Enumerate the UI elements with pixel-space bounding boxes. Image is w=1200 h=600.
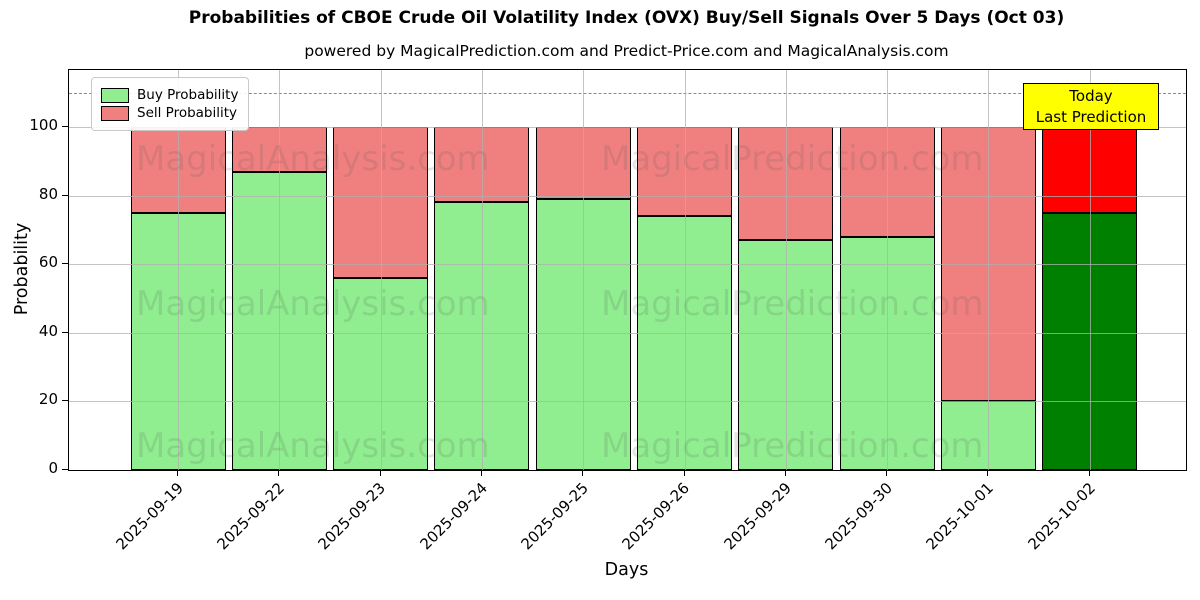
x-gridline [380, 70, 382, 470]
y-tick-mark [62, 469, 68, 470]
x-tick-label: 2025-09-25 [517, 479, 592, 554]
x-tick-label: 2025-09-19 [112, 479, 187, 554]
x-tick-mark [987, 470, 989, 476]
legend-buy-label: Buy Probability [137, 87, 239, 103]
x-tick-mark [480, 470, 482, 476]
x-gridline [481, 70, 483, 470]
y-gridline [69, 195, 1186, 197]
x-tick-mark [379, 470, 381, 476]
y-gridline [69, 126, 1186, 128]
dashed-threshold-line [69, 92, 1186, 94]
y-tick-label: 100 [29, 115, 58, 134]
y-tick-mark [62, 194, 68, 196]
x-gridline [684, 70, 686, 470]
y-gridline [69, 332, 1186, 334]
y-tick-label: 20 [38, 390, 58, 409]
today-annotation-line1: Today [1069, 86, 1113, 105]
watermark-text: MagicalPrediction.com [601, 139, 984, 179]
y-tick-mark [62, 331, 68, 333]
chart-title: Probabilities of CBOE Crude Oil Volatili… [188, 8, 1065, 28]
y-tick-label: 0 [48, 459, 58, 477]
today-annotation: Today Last Prediction [1023, 83, 1159, 130]
x-tick-mark [177, 470, 178, 476]
legend-item-buy: Buy Probability [101, 87, 238, 103]
y-tick-mark [62, 263, 68, 265]
legend-item-sell: Sell Probability [101, 105, 238, 121]
y-tick-mark [62, 400, 68, 402]
x-tick-label: 2025-09-22 [213, 479, 289, 554]
legend-sell-swatch [101, 105, 129, 121]
x-axis-label: Days [604, 560, 649, 580]
x-tick-mark [784, 470, 786, 476]
x-tick-mark [886, 470, 888, 476]
x-gridline [1089, 70, 1091, 470]
watermark-text: MagicalAnalysis.com [136, 426, 490, 466]
y-tick-label: 60 [38, 253, 58, 272]
plot-area: MagicalAnalysis.com MagicalPrediction.co… [68, 69, 1187, 471]
x-tick-label: 2025-10-02 [1024, 479, 1099, 554]
today-annotation-line2: Last Prediction [1035, 107, 1147, 126]
x-gridline [887, 70, 889, 470]
watermark-text: MagicalPrediction.com [601, 284, 984, 324]
y-tick-label: 40 [38, 321, 58, 340]
x-gridline [279, 70, 281, 470]
watermark-text: MagicalPrediction.com [601, 426, 984, 466]
x-tick-mark [582, 470, 584, 476]
x-tick-label: 2025-09-24 [416, 479, 491, 554]
x-tick-label: 2025-09-29 [720, 479, 795, 554]
x-tick-label: 2025-09-23 [314, 479, 390, 554]
x-tick-mark [683, 470, 685, 476]
x-tick-label: 2025-09-30 [821, 479, 896, 554]
x-tick-mark [278, 470, 280, 476]
x-gridline [988, 70, 990, 470]
watermark-text: MagicalAnalysis.com [136, 139, 490, 179]
y-gridline [69, 264, 1186, 266]
y-tick-label: 80 [38, 184, 58, 203]
legend-buy-swatch [101, 87, 129, 103]
legend: Buy Probability Sell Probability [91, 77, 250, 131]
x-gridline [785, 70, 787, 470]
x-gridline [583, 70, 585, 470]
x-tick-label: 2025-09-26 [618, 479, 694, 554]
x-gridline [178, 70, 179, 470]
chart-subtitle: powered by MagicalPrediction.com and Pre… [304, 42, 949, 60]
y-tick-mark [62, 125, 68, 127]
legend-sell-label: Sell Probability [137, 105, 238, 121]
x-tick-mark [1088, 470, 1090, 476]
x-tick-label: 2025-10-01 [922, 479, 998, 554]
y-gridline [69, 401, 1186, 403]
watermark-text: MagicalAnalysis.com [136, 284, 490, 324]
